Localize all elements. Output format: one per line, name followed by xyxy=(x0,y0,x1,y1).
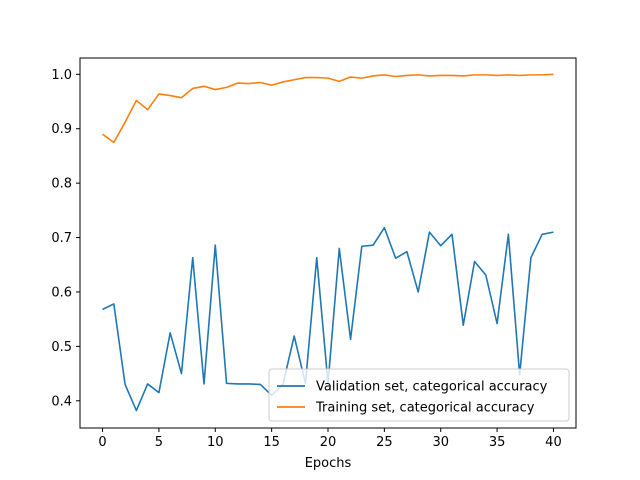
y-tick-label: 0.8 xyxy=(51,177,72,192)
series-layer xyxy=(102,73,554,412)
x-axis-label: Epochs xyxy=(305,456,352,471)
series-line-training xyxy=(102,73,554,144)
y-tick-label: 0.9 xyxy=(51,122,72,137)
x-tick-label: 5 xyxy=(155,435,163,450)
x-tick-label: 15 xyxy=(263,435,280,450)
x-axis-ticks: 0 5 10 15 20 25 30 35 40 xyxy=(98,428,562,450)
y-tick-label: 0.7 xyxy=(51,231,72,246)
x-tick-label: 0 xyxy=(98,435,106,450)
x-tick-label: 35 xyxy=(489,435,506,450)
y-tick-label: 1.0 xyxy=(51,68,72,83)
x-tick-label: 25 xyxy=(376,435,393,450)
legend-label-training: Training set, categorical accuracy xyxy=(315,401,535,416)
legend-box xyxy=(268,368,570,422)
y-tick-label: 0.6 xyxy=(51,285,72,300)
x-tick-label: 30 xyxy=(432,435,449,450)
x-tick-label: 10 xyxy=(207,435,224,450)
y-tick-label: 0.5 xyxy=(51,340,72,355)
y-axis-ticks: 0.4 0.5 0.6 0.7 0.8 0.9 1.0 xyxy=(51,68,80,409)
legend-label-validation: Validation set, categorical accuracy xyxy=(316,380,548,395)
legend: Validation set, categorical accuracy Tra… xyxy=(268,368,570,422)
x-tick-label: 20 xyxy=(320,435,337,450)
y-tick-label: 0.4 xyxy=(51,394,72,409)
x-tick-label: 40 xyxy=(545,435,562,450)
